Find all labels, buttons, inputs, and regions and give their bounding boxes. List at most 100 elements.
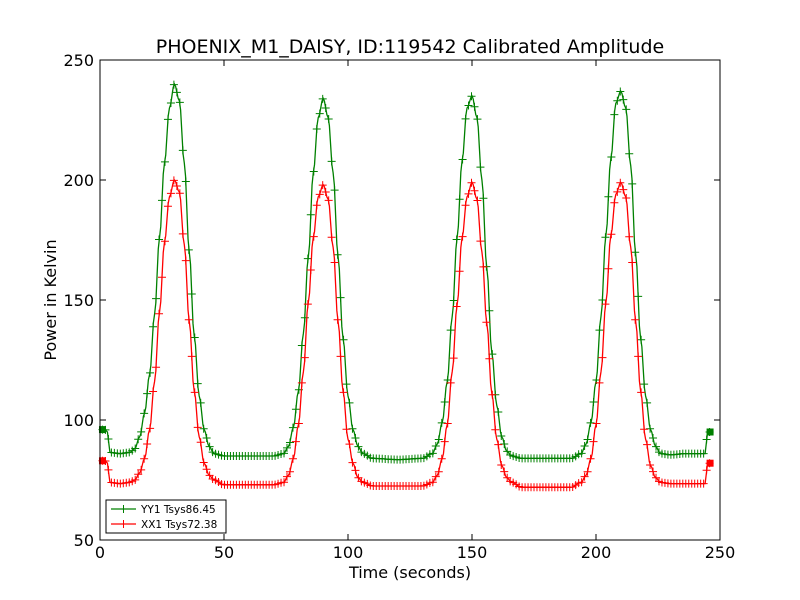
data-point — [595, 378, 604, 387]
data-point — [318, 94, 327, 103]
data-point — [583, 435, 592, 444]
data-point — [485, 306, 494, 315]
data-point — [155, 309, 164, 318]
data-point — [137, 427, 146, 436]
data-point — [175, 189, 184, 198]
data-point — [497, 432, 506, 441]
data-point — [482, 318, 491, 327]
data-point — [158, 273, 166, 282]
data-point — [652, 442, 661, 451]
data-point — [312, 201, 321, 210]
data-point — [345, 440, 354, 449]
data-point — [199, 458, 208, 467]
data-point — [446, 378, 455, 387]
data-point — [339, 335, 348, 344]
data-point — [166, 189, 175, 198]
data-point — [437, 418, 446, 427]
data-point — [202, 465, 211, 474]
data-point — [315, 190, 324, 199]
data-point — [440, 398, 449, 406]
data-point — [601, 300, 610, 309]
data-point — [300, 353, 309, 362]
data-point — [494, 440, 503, 449]
data-point — [473, 115, 482, 124]
data-point — [607, 153, 616, 162]
data-point — [637, 388, 646, 397]
data-point — [324, 196, 333, 205]
data-point — [440, 437, 449, 446]
data-point — [598, 295, 607, 304]
data-point — [434, 467, 443, 476]
data-point — [583, 467, 592, 476]
y-tick-label: 150 — [63, 291, 94, 310]
data-point — [187, 290, 196, 298]
data-point — [622, 194, 631, 203]
plot-background — [100, 60, 720, 540]
data-point — [455, 267, 464, 276]
data-point — [485, 354, 494, 363]
data-point — [458, 155, 467, 164]
data-point — [699, 479, 708, 488]
data-point — [431, 472, 440, 481]
data-point — [336, 293, 345, 302]
legend: YY1 Tsys86.45 XX1 Tsys72.38 — [105, 499, 227, 534]
data-point — [634, 292, 643, 301]
data-point — [193, 379, 202, 388]
data-point — [467, 92, 476, 101]
data-point — [705, 459, 714, 468]
data-point — [280, 478, 289, 487]
data-point — [146, 368, 155, 377]
series-xx1 — [98, 176, 714, 492]
data-point — [149, 322, 158, 331]
data-point — [131, 444, 140, 453]
data-point — [202, 434, 211, 442]
data-point — [431, 441, 440, 450]
data-point — [303, 254, 312, 263]
data-point — [589, 398, 598, 406]
data-point — [190, 333, 199, 342]
data-point — [163, 202, 172, 211]
data-point — [318, 181, 327, 190]
data-point — [452, 235, 461, 244]
data-point — [705, 428, 714, 436]
data-point — [449, 296, 458, 305]
data-point — [137, 465, 146, 474]
data-point — [628, 179, 637, 188]
data-point — [199, 424, 208, 433]
data-point — [297, 341, 306, 350]
series-layer — [98, 80, 714, 492]
chart-title: PHOENIX_M1_DAISY, ID:119542 Calibrated A… — [156, 36, 664, 58]
data-point — [592, 419, 601, 428]
data-point — [640, 380, 649, 389]
x-tick-label: 150 — [457, 543, 488, 562]
data-point — [181, 177, 190, 186]
data-point — [155, 235, 164, 244]
data-point — [330, 258, 339, 267]
data-point — [306, 210, 315, 219]
data-point — [282, 472, 291, 481]
data-point — [449, 354, 458, 363]
data-point — [288, 423, 297, 432]
data-point — [297, 378, 306, 387]
data-point — [637, 335, 646, 344]
data-point — [140, 409, 149, 418]
data-point — [205, 442, 214, 451]
data-point — [500, 440, 509, 448]
data-point — [342, 425, 351, 434]
x-axis-label: Time (seconds) — [348, 563, 471, 582]
data-point — [152, 363, 161, 372]
data-point — [619, 95, 628, 104]
data-point — [294, 419, 303, 428]
data-point — [104, 435, 113, 444]
x-tick-label: 50 — [214, 543, 234, 562]
data-point — [291, 437, 300, 446]
data-point — [604, 192, 613, 201]
data-point — [178, 229, 187, 238]
data-point — [631, 315, 640, 324]
data-point — [479, 194, 488, 203]
data-point — [196, 438, 205, 447]
data-point — [649, 467, 658, 476]
data-point — [184, 245, 193, 254]
data-point — [625, 149, 634, 158]
